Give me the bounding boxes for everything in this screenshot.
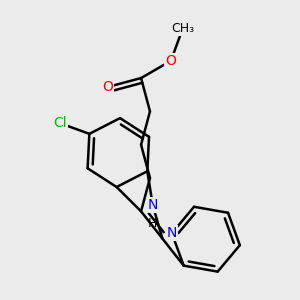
Text: H: H	[148, 217, 158, 230]
Text: CH₃: CH₃	[171, 22, 194, 35]
Text: Cl: Cl	[53, 116, 67, 130]
Text: N: N	[148, 198, 158, 212]
Text: O: O	[102, 80, 113, 94]
Text: N: N	[167, 226, 177, 240]
Text: O: O	[166, 54, 176, 68]
